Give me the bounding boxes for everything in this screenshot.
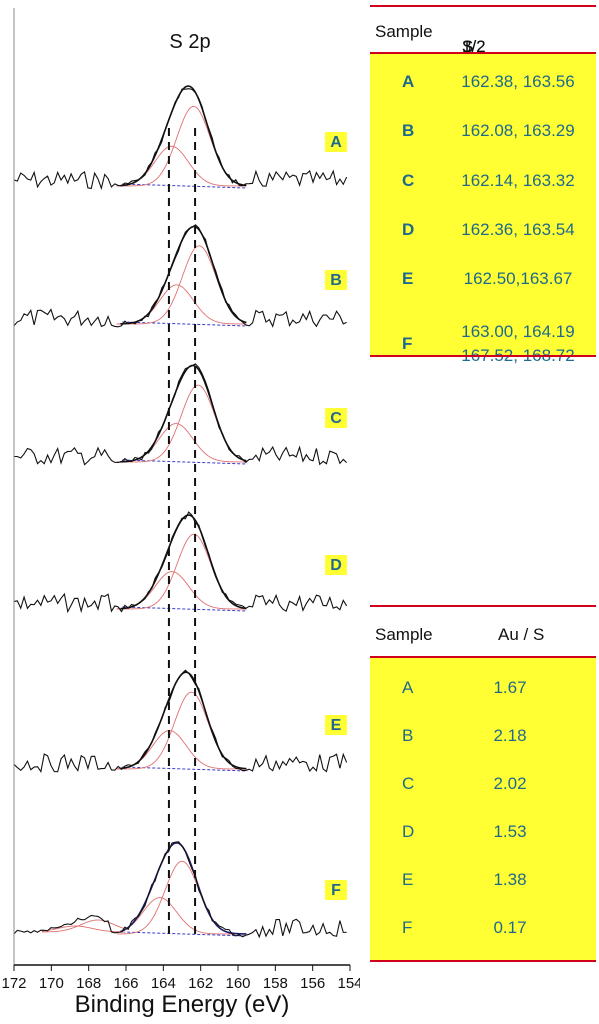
- row-sample: C: [402, 774, 415, 793]
- component-peak: [116, 245, 247, 325]
- fit-envelope: [120, 671, 247, 770]
- x-axis-ticks: 172 170 168 166 164 162 160 158 156 154: [1, 965, 360, 992]
- row-value: 1.38: [493, 870, 527, 889]
- x-tick-label: 158: [263, 975, 288, 992]
- sample-label: B: [330, 272, 342, 289]
- sample-label-bg: [325, 715, 347, 735]
- component-peak: [116, 691, 247, 770]
- x-tick-label: 166: [113, 975, 138, 992]
- component-peak: [116, 384, 247, 463]
- x-tick-label: 168: [76, 975, 101, 992]
- sample-label-bg: [325, 132, 347, 152]
- header-sample: Sample: [375, 22, 433, 41]
- table-bottom-line: [370, 355, 596, 357]
- row-value: 0.17: [493, 918, 527, 937]
- sample-label-bg: [325, 408, 347, 428]
- raw-spectrum: [13, 669, 348, 774]
- table-body: A 162.38, 163.56 B 162.08, 163.29 C 162.14, 1…: [370, 54, 596, 365]
- table-top-line: [370, 5, 596, 7]
- table-header-line: [370, 52, 596, 54]
- row-sample: C: [402, 171, 415, 190]
- x-tick-label: 170: [39, 975, 64, 992]
- component-peak: [116, 860, 247, 935]
- row-sample: A: [402, 72, 415, 91]
- row-value: 163.00, 164.19: [461, 322, 575, 341]
- row-value: 1.67: [493, 678, 527, 697]
- spectra-group: A B C D E F: [13, 85, 348, 939]
- x-tick-label: 160: [225, 975, 250, 992]
- x-tick-label: 172: [1, 975, 26, 992]
- row-sample: F: [402, 334, 413, 353]
- raw-spectrum: [13, 88, 348, 191]
- background-line: [122, 606, 248, 612]
- row-sample: F: [402, 918, 413, 937]
- component-peak: [41, 919, 126, 933]
- row-value: 2.02: [493, 774, 527, 793]
- sample-label: D: [330, 557, 342, 574]
- x-tick-label: 156: [300, 975, 325, 992]
- component-peak: [116, 571, 247, 610]
- header-sub-32: 3/2: [462, 37, 486, 56]
- row-sample: D: [402, 220, 415, 239]
- background-line: [122, 183, 248, 189]
- row-sample: E: [402, 269, 414, 288]
- fit-envelope: [120, 85, 247, 187]
- sample-label: C: [330, 410, 342, 427]
- fit-envelope: [120, 225, 247, 325]
- x-tick-label: 162: [188, 975, 213, 992]
- sample-label: A: [330, 134, 342, 151]
- x-tick-label: 154: [337, 975, 360, 992]
- raw-spectrum: [13, 224, 347, 328]
- row-sample: E: [402, 870, 414, 889]
- component-peak: [41, 925, 126, 933]
- sample-label-bg: [325, 270, 347, 290]
- row-value: 162.38, 163.56: [461, 72, 575, 91]
- fit-envelope: [120, 514, 247, 610]
- raw-spectrum: [13, 363, 348, 466]
- raw-spectrum: [13, 841, 347, 939]
- fit-envelope: [120, 364, 247, 463]
- x-axis-label: Binding Energy (eV): [75, 991, 290, 1018]
- header-sub-12: 1/2: [462, 37, 486, 56]
- chart-title: S 2p: [169, 31, 210, 53]
- row-value: 162.08, 163.29: [461, 121, 575, 140]
- background-line: [122, 459, 248, 465]
- sample-label: E: [331, 717, 342, 734]
- table-top-line: [370, 605, 596, 607]
- sample-label-bg: [325, 880, 347, 900]
- row-value: 162.14, 163.32: [461, 171, 575, 190]
- header-au-s: Au / S: [498, 625, 545, 644]
- table-header: Sample S 2p3/2, S 2p1/2: [370, 7, 596, 96]
- sample-label: F: [331, 882, 341, 899]
- background-line: [122, 321, 248, 327]
- table-bottom-line: [370, 960, 596, 962]
- row-value: 2.18: [493, 726, 527, 745]
- row-sample: A: [402, 678, 414, 697]
- table-header: Sample Au / S: [370, 607, 596, 657]
- component-peak: [116, 897, 247, 935]
- table-header-line: [370, 656, 596, 658]
- row-sample: B: [402, 726, 414, 745]
- x-tick-label: 164: [151, 975, 176, 992]
- row-value: 1.53: [493, 822, 527, 841]
- row-value: 162.50,163.67: [463, 269, 573, 288]
- background-line: [122, 931, 248, 937]
- raw-spectrum: [13, 511, 348, 614]
- header-sample: Sample: [375, 625, 433, 644]
- row-sample: B: [402, 121, 415, 140]
- row-value: 162.36, 163.54: [461, 220, 575, 239]
- row-sample: D: [402, 822, 415, 841]
- sample-label-bg: [325, 555, 347, 575]
- table-body: A 1.67 B 2.18 C 2.02 D 1.53 E 1.38 F 0.17: [370, 658, 596, 960]
